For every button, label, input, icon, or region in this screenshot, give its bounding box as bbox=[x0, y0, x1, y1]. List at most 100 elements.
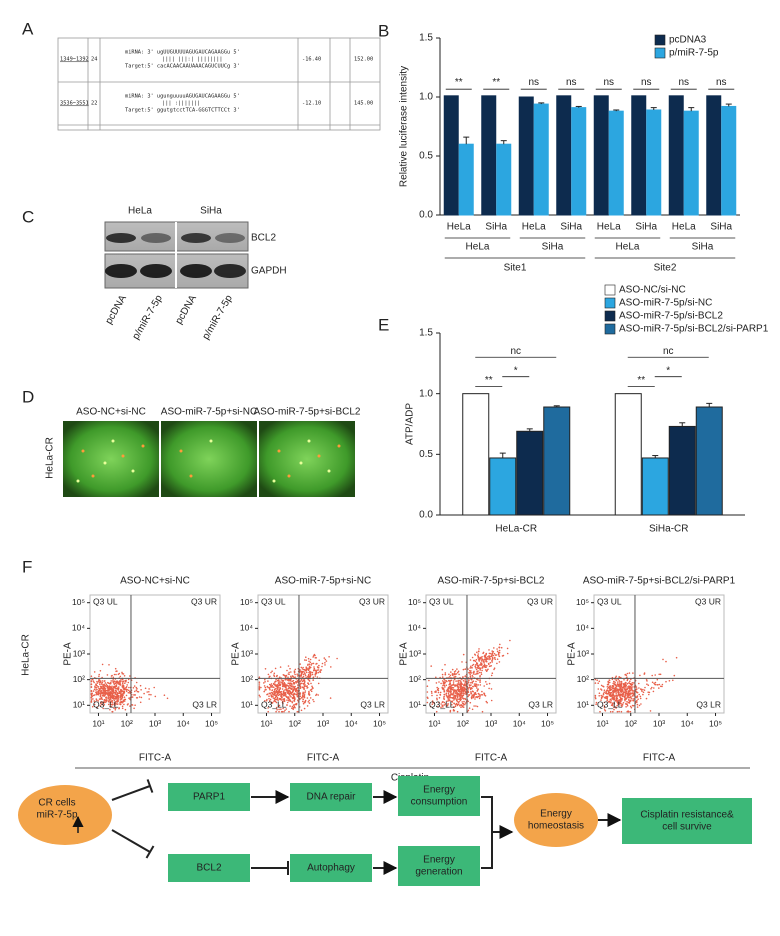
flow-dot bbox=[498, 655, 500, 657]
flow-dot bbox=[308, 680, 311, 682]
image-title: ASO-NC+si-NC bbox=[76, 407, 146, 418]
flow-dot bbox=[309, 697, 312, 699]
flow-dot bbox=[123, 696, 126, 698]
flow-dot bbox=[304, 691, 306, 694]
flow-dot bbox=[96, 706, 98, 709]
flow-dot bbox=[653, 687, 655, 689]
flow-dot bbox=[472, 659, 475, 662]
flow-dot bbox=[103, 704, 106, 706]
flow-dot bbox=[470, 682, 472, 684]
flow-dot bbox=[293, 682, 295, 685]
flow-dot bbox=[264, 678, 266, 681]
table-length: 22 bbox=[91, 101, 97, 107]
flow-dot bbox=[259, 696, 261, 698]
flow-dot bbox=[116, 698, 118, 700]
y-tick-label: 10⁵ bbox=[408, 597, 421, 607]
flow-dot bbox=[451, 686, 454, 689]
flow-dot bbox=[604, 696, 607, 699]
flow-dot bbox=[288, 690, 290, 693]
flow-dot bbox=[288, 680, 290, 682]
flow-dot bbox=[491, 655, 493, 657]
flow-dot bbox=[129, 675, 131, 677]
flow-dot bbox=[486, 683, 488, 685]
flow-dot bbox=[452, 692, 455, 694]
flow-dot bbox=[286, 704, 288, 706]
flow-dot bbox=[108, 664, 110, 666]
flow-dot bbox=[616, 697, 619, 700]
flow-dot bbox=[598, 695, 600, 697]
y-axis-label: PE-A bbox=[399, 642, 410, 666]
flow-dot bbox=[618, 683, 621, 685]
flow-dot bbox=[442, 706, 444, 708]
flow-dot bbox=[475, 705, 477, 707]
flow-dot bbox=[276, 709, 278, 711]
flow-dot bbox=[307, 663, 309, 666]
flow-dot bbox=[426, 691, 429, 693]
y-tick-label: 10¹ bbox=[241, 700, 253, 710]
flow-dot bbox=[290, 683, 293, 685]
flow-dot bbox=[279, 681, 281, 684]
flow-dot bbox=[488, 665, 491, 668]
flow-dot bbox=[277, 705, 280, 708]
flow-dot bbox=[445, 684, 448, 687]
flow-dot bbox=[276, 690, 278, 693]
bar bbox=[683, 110, 699, 216]
flow-dot bbox=[148, 688, 150, 690]
quadrant-label: Q3_LL bbox=[261, 699, 287, 709]
flow-dot bbox=[477, 679, 479, 681]
flow-dot bbox=[451, 703, 453, 706]
flow-dot bbox=[461, 695, 464, 698]
flow-dot bbox=[311, 686, 314, 689]
flow-dot bbox=[101, 690, 103, 692]
flow-dot bbox=[477, 655, 480, 657]
flow-dot bbox=[501, 655, 504, 657]
flow-dot bbox=[450, 696, 452, 699]
flow-dot bbox=[258, 676, 261, 678]
flow-dot bbox=[480, 671, 482, 674]
flow-dot bbox=[445, 692, 448, 695]
flow-dot bbox=[110, 687, 113, 689]
flow-dot bbox=[311, 662, 313, 665]
flow-dot bbox=[123, 690, 126, 693]
flow-dot bbox=[306, 686, 309, 689]
flow-dot bbox=[460, 682, 462, 685]
flow-dot bbox=[455, 673, 458, 675]
flow-dot bbox=[446, 705, 449, 707]
flow-dot bbox=[120, 700, 122, 703]
flow-dot bbox=[269, 693, 272, 695]
flow-dot bbox=[435, 682, 438, 684]
flow-dot bbox=[100, 686, 103, 688]
flow-dot bbox=[479, 684, 482, 686]
flow-dot bbox=[619, 699, 622, 701]
flow-dot bbox=[114, 687, 116, 689]
flow-dot bbox=[449, 691, 451, 693]
flow-dot bbox=[266, 693, 269, 695]
flow-dot bbox=[105, 699, 108, 702]
flow-dot bbox=[307, 682, 309, 684]
flow-dot bbox=[477, 650, 480, 653]
error-bar bbox=[575, 105, 582, 108]
flow-dot bbox=[625, 703, 627, 705]
flow-dot bbox=[452, 682, 455, 684]
flow-dot bbox=[124, 687, 126, 690]
flow-dot bbox=[456, 686, 459, 688]
flow-dot bbox=[633, 682, 635, 684]
flow-dot bbox=[278, 708, 280, 711]
flow-dot bbox=[275, 695, 277, 697]
flow-dot bbox=[603, 701, 606, 704]
y-tick-label: 10¹ bbox=[577, 700, 589, 710]
flow-dot bbox=[95, 698, 98, 700]
flow-dot bbox=[102, 707, 104, 710]
flow-dot bbox=[293, 688, 295, 691]
flow-dot bbox=[479, 696, 481, 698]
flow-dot bbox=[111, 685, 113, 688]
flow-dot bbox=[307, 678, 310, 681]
node-label: Cisplatin resistance& bbox=[640, 810, 734, 821]
flow-dot bbox=[481, 690, 483, 693]
flow-dot bbox=[488, 682, 491, 685]
flow-dot bbox=[324, 664, 326, 666]
flow-dot bbox=[472, 685, 474, 688]
flow-dot bbox=[308, 663, 311, 665]
flow-dot bbox=[293, 705, 296, 708]
flow-dot bbox=[304, 700, 307, 703]
